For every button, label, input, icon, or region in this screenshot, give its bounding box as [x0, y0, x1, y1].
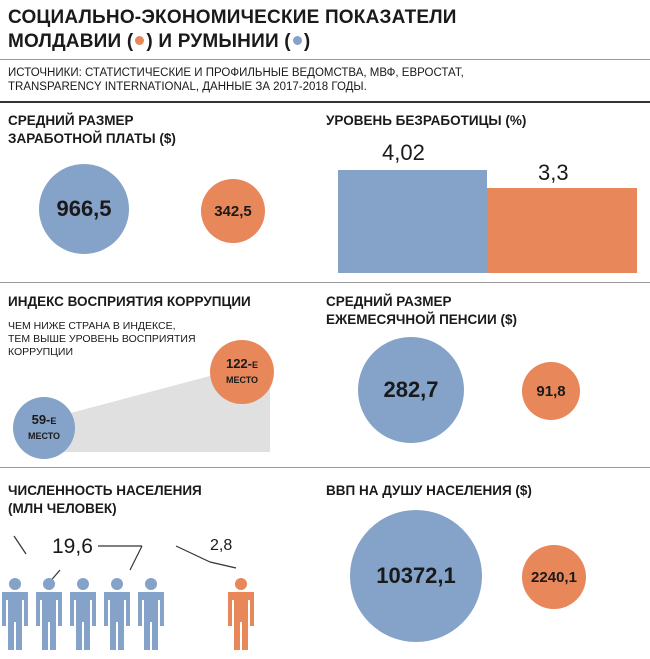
- corruption-note-line-1: ЧЕМ НИЖЕ СТРАНА В ИНДЕКСЕ,: [8, 320, 176, 332]
- page-title: СОЦИАЛЬНО-ЭКОНОМИЧЕСКИЕ ПОКАЗАТЕЛИ МОЛДА…: [8, 6, 457, 54]
- salary-moldova-bubble: 342,5: [201, 179, 265, 243]
- corruption-note: ЧЕМ НИЖЕ СТРАНА В ИНДЕКСЕ, ТЕМ ВЫШЕ УРОВ…: [8, 320, 196, 359]
- header-divider: [0, 59, 650, 60]
- pension-title-line-1: СРЕДНИЙ РАЗМЕР: [326, 294, 452, 309]
- pension-moldova-bubble: 91,8: [522, 362, 580, 420]
- population-pictogram: [2, 535, 254, 650]
- title-line-1: СОЦИАЛЬНО-ЭКОНОМИЧЕСКИЕ ПОКАЗАТЕЛИ: [8, 7, 457, 28]
- corruption-romania-bubble: 59-Е МЕСТО: [13, 397, 75, 459]
- corruption-romania-suffix: Е: [50, 416, 57, 426]
- moldova-color-dot: [135, 35, 145, 45]
- corruption-romania-place-word: МЕСТО: [27, 431, 61, 441]
- corruption-romania-rank: 59-: [31, 412, 51, 427]
- pension-title: СРЕДНИЙ РАЗМЕР ЕЖЕМЕСЯЧНОЙ ПЕНСИИ ($): [326, 293, 517, 329]
- population-moldova-bracket: [175, 545, 237, 569]
- salary-title-line-2: ЗАРАБОТНОЙ ПЛАТЫ ($): [8, 131, 176, 146]
- population-title: ЧИСЛЕННОСТЬ НАСЕЛЕНИЯ (МЛН ЧЕЛОВЕК): [8, 482, 202, 518]
- pension-romania-bubble: 282,7: [358, 337, 464, 443]
- pension-title-line-2: ЕЖЕМЕСЯЧНОЙ ПЕНСИИ ($): [326, 312, 517, 327]
- corruption-moldova-rank: 122-: [225, 356, 252, 371]
- gdp-title: ВВП НА ДУШУ НАСЕЛЕНИЯ ($): [326, 483, 532, 498]
- corruption-moldova-suffix: Е: [252, 360, 259, 370]
- population-title-line-2: (МЛН ЧЕЛОВЕК): [8, 501, 117, 516]
- sources-line-1: ИСТОЧНИКИ: СТАТИСТИЧЕСКИЕ И ПРОФИЛЬНЫЕ В…: [8, 67, 464, 79]
- unemployment-title: УРОВЕНЬ БЕЗРАБОТИЦЫ (%): [326, 113, 527, 128]
- title-moldova-text: МОЛДАВИИ (: [8, 31, 134, 52]
- salary-romania-bubble: 966,5: [39, 164, 129, 254]
- row-2-divider: [0, 467, 650, 468]
- population-romania-label: 19,6: [52, 535, 93, 558]
- person-romania-icon: [36, 578, 62, 650]
- row-1-divider: [0, 282, 650, 283]
- gdp-moldova-label: 2240,1: [531, 568, 577, 586]
- person-moldova-icon: [228, 578, 254, 650]
- sources-note: ИСТОЧНИКИ: СТАТИСТИЧЕСКИЕ И ПРОФИЛЬНЫЕ В…: [8, 66, 464, 94]
- title-romania-text: ) И РУМЫНИИ (: [146, 31, 291, 52]
- person-romania-icon: [138, 578, 164, 650]
- corruption-title: ИНДЕКС ВОСПРИЯТИЯ КОРРУПЦИИ: [8, 294, 251, 309]
- sources-line-2: TRANSPARENCY INTERNATIONAL, ДАННЫЕ ЗА 20…: [8, 81, 367, 93]
- sources-divider: [0, 101, 650, 103]
- romania-color-dot: [292, 35, 302, 45]
- corruption-note-line-2: ТЕМ ВЫШЕ УРОВЕНЬ ВОСПРИЯТИЯ: [8, 333, 196, 345]
- salary-title-line-1: СРЕДНИЙ РАЗМЕР: [8, 113, 134, 128]
- salary-moldova-label: 342,5: [214, 202, 252, 220]
- salary-title: СРЕДНИЙ РАЗМЕР ЗАРАБОТНОЙ ПЛАТЫ ($): [8, 112, 176, 148]
- pension-moldova-label: 91,8: [536, 382, 566, 400]
- unemployment-moldova-bar: [487, 188, 637, 273]
- salary-romania-label: 966,5: [56, 196, 112, 221]
- person-romania-icon: [104, 578, 130, 650]
- unemployment-romania-bar: [338, 170, 487, 273]
- gdp-romania-label: 10372,1: [376, 563, 456, 588]
- gdp-romania-bubble: 10372,1: [350, 510, 482, 642]
- title-close-paren: ): [303, 31, 311, 52]
- population-title-line-1: ЧИСЛЕННОСТЬ НАСЕЛЕНИЯ: [8, 483, 202, 498]
- corruption-note-line-3: КОРРУПЦИИ: [8, 346, 74, 358]
- corruption-moldova-place-word: МЕСТО: [225, 375, 259, 385]
- population-moldova-label: 2,8: [210, 537, 233, 554]
- person-romania-icon: [70, 578, 96, 650]
- unemployment-chart: 4,02 3,3: [338, 140, 638, 273]
- corruption-moldova-bubble: 122-Е МЕСТО: [210, 340, 274, 404]
- title-line-2: МОЛДАВИИ ( ) И РУМЫНИИ (): [8, 30, 457, 54]
- person-romania-icon: [2, 578, 28, 650]
- pension-romania-label: 282,7: [383, 377, 439, 402]
- unemployment-romania-label: 4,02: [382, 140, 425, 165]
- gdp-moldova-bubble: 2240,1: [522, 545, 586, 609]
- unemployment-moldova-label: 3,3: [538, 160, 569, 185]
